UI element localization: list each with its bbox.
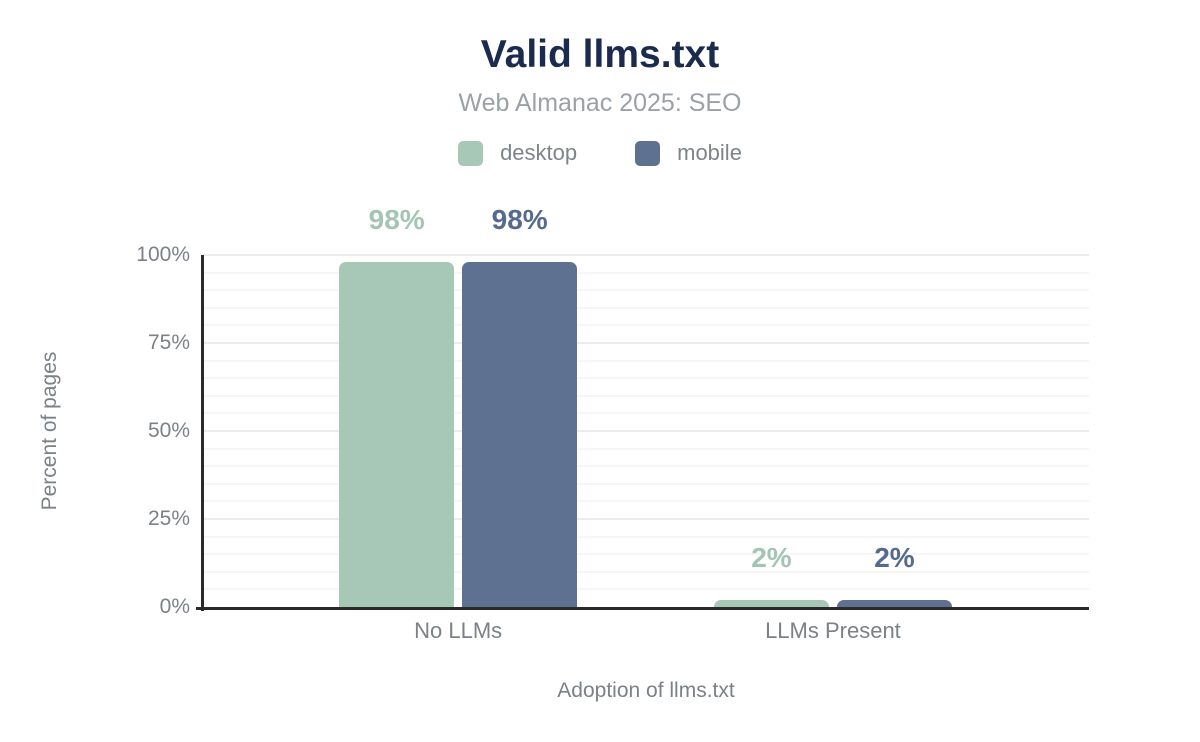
bar-value-label-mobile-1: 2% — [874, 542, 915, 573]
gridline-70 — [203, 359, 1089, 362]
y-tick-label-75: 75% — [147, 331, 190, 354]
gridline-25 — [203, 518, 1089, 520]
plot-area — [196, 254, 1089, 611]
chart-subtitle: Web Almanac 2025: SEO — [458, 89, 742, 117]
bar-value-label-desktop-1: 2% — [751, 542, 792, 573]
legend-item-desktop: desktop — [458, 140, 577, 166]
bar-desktop-0 — [339, 262, 455, 607]
gridline-80 — [203, 324, 1089, 327]
gridline-95 — [203, 271, 1089, 274]
legend-label-desktop: desktop — [500, 140, 578, 165]
bar-value-label-desktop-0: 98% — [368, 204, 425, 235]
x-axis-line — [196, 607, 1089, 610]
y-tick-label-50: 50% — [147, 419, 190, 442]
bar-mobile-1 — [836, 600, 952, 607]
gridline-85 — [203, 306, 1089, 309]
gridline-65 — [203, 377, 1089, 380]
bar-value-label-mobile-0: 98% — [491, 204, 548, 235]
gridline-15 — [203, 553, 1089, 556]
gridline-100 — [203, 254, 1089, 256]
gridline-75 — [203, 342, 1089, 344]
gridline-50 — [203, 430, 1089, 432]
gridline-40 — [203, 465, 1089, 468]
bar-mobile-0 — [462, 262, 578, 607]
gridline-45 — [203, 447, 1089, 450]
x-axis-title: Adoption of llms.txt — [557, 679, 735, 702]
gridline-20 — [203, 535, 1089, 538]
gridline-90 — [203, 289, 1089, 292]
x-category-label-1: LLMs Present — [765, 618, 901, 643]
y-axis-line — [201, 255, 204, 611]
legend-item-mobile: mobile — [635, 140, 742, 166]
y-tick-label-100: 100% — [136, 243, 190, 266]
y-tick-label-25: 25% — [147, 507, 190, 530]
legend-swatch-mobile — [635, 140, 661, 166]
bar-desktop-1 — [713, 600, 829, 607]
y-axis-title: Percent of pages — [38, 351, 61, 511]
gridline-55 — [203, 412, 1089, 415]
y-tick-label-0: 0% — [159, 595, 190, 618]
gridline-5 — [203, 588, 1089, 591]
legend-label-mobile: mobile — [677, 140, 742, 165]
legend-swatch-desktop — [458, 140, 484, 166]
gridline-35 — [203, 482, 1089, 485]
gridline-10 — [203, 570, 1089, 573]
gridline-30 — [203, 500, 1089, 503]
x-category-label-0: No LLMs — [414, 618, 503, 643]
chart-title: Valid llms.txt — [480, 33, 720, 76]
gridline-60 — [203, 394, 1089, 397]
chart-legend: desktop mobile — [0, 140, 1200, 166]
